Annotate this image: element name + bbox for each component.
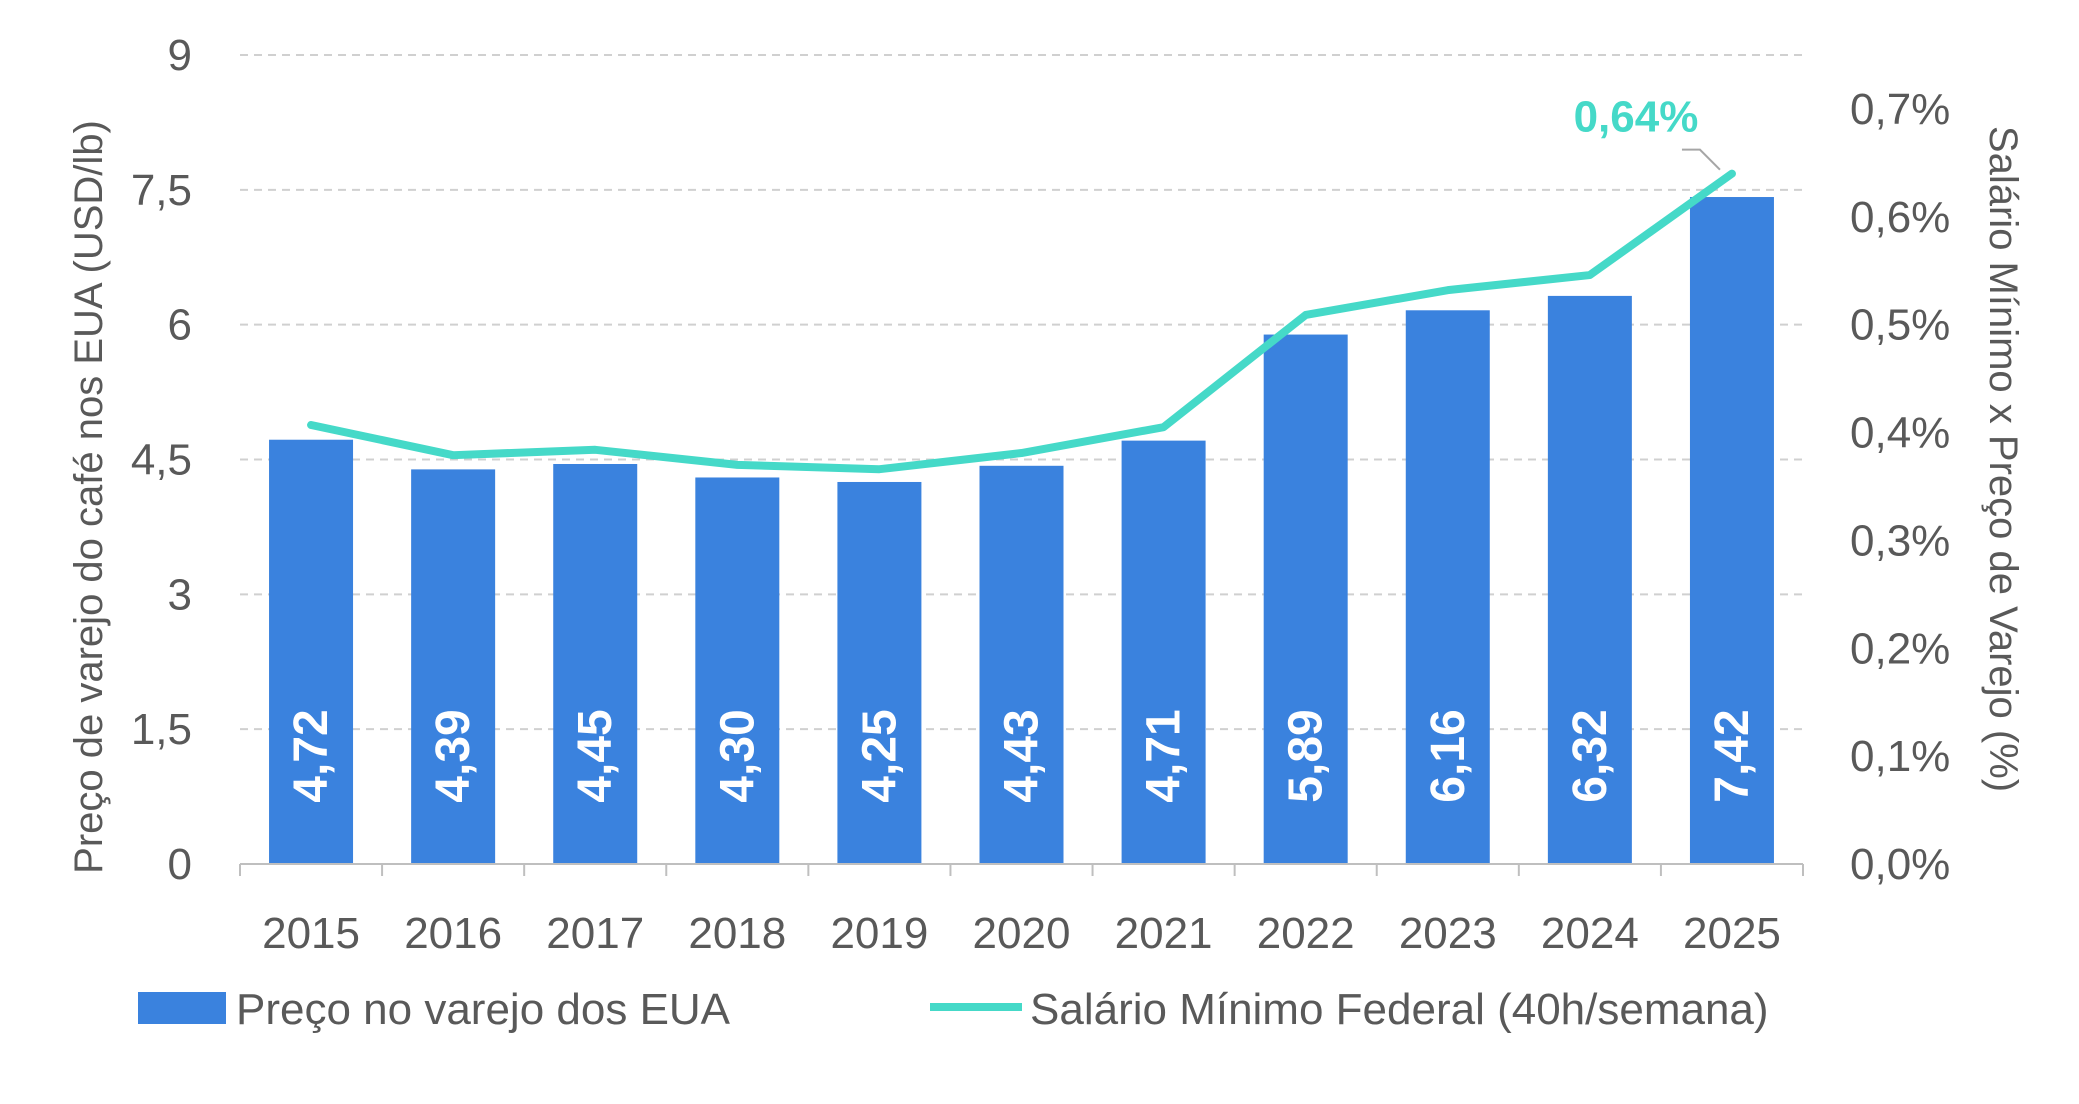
bar-2016: [411, 469, 496, 864]
x-axis-ticks: 2015 2016 2017 2018 2019 2020 2021 2022 2023 2024…: [262, 909, 1781, 958]
bar-2020: [979, 465, 1064, 864]
right-tick-label: 0,3%: [1850, 516, 1950, 565]
x-tick-label: 2018: [688, 909, 786, 958]
line-salario-minimo: [307, 169, 1736, 474]
right-axis-ticks: 0,0% 0,1% 0,2% 0,3% 0,4% 0,5% 0,6% 0,7%: [1850, 85, 1950, 889]
legend-label-bar: Preço no varejo dos EUA: [236, 985, 731, 1034]
gridlines: [240, 54, 1803, 731]
legend-swatch-bar: [138, 992, 226, 1024]
line-series: [307, 169, 1736, 474]
right-tick-label: 0,5%: [1850, 301, 1950, 350]
left-axis-ticks: 0 1,5 3 4,5 6 7,5 9: [131, 31, 192, 889]
bar-2018: [695, 477, 780, 864]
x-tick-label: 2017: [546, 909, 644, 958]
bar-data-label: 6,32: [1564, 709, 1617, 802]
bar-data-label: 5,89: [1280, 709, 1333, 802]
bar-2022: [1263, 334, 1348, 864]
left-tick-label: 4,5: [131, 436, 192, 485]
bar-2015: [269, 439, 354, 864]
bar-data-label: 4,45: [569, 709, 622, 802]
legend: Preço no varejo dos EUA Salário Mínimo F…: [138, 985, 1769, 1034]
bar-data-label: 4,72: [285, 709, 338, 802]
right-axis-title: Salário Mínimo x Preço de Varejo (%): [1981, 126, 2025, 792]
x-tick-label: 2020: [973, 909, 1071, 958]
bar-data-label: 4,25: [853, 709, 906, 802]
right-tick-label: 0,7%: [1850, 85, 1950, 134]
annotation-leader-line: [1681, 148, 1721, 171]
x-tick-label: 2025: [1683, 909, 1781, 958]
left-tick-label: 0: [168, 840, 192, 889]
bar-data-label: 4,71: [1138, 709, 1191, 802]
bar-2023: [1405, 310, 1490, 865]
bar-2019: [837, 481, 922, 864]
bar-data-labels: 4,72 4,39 4,45 4,30 4,25 4,43 4,71 5,89 6,16 6,32…: [285, 709, 1759, 802]
right-tick-label: 0,0%: [1850, 840, 1950, 889]
left-tick-label: 3: [168, 570, 192, 619]
left-tick-label: 6: [168, 301, 192, 350]
legend-label-line: Salário Mínimo Federal (40h/semana): [1030, 985, 1769, 1034]
bar-series: [269, 197, 1774, 865]
x-tick-label: 2021: [1115, 909, 1213, 958]
annotation-label: 0,64%: [1574, 93, 1699, 142]
axes: [239, 863, 1804, 876]
bar-data-label: 4,39: [427, 709, 480, 802]
left-axis-title: Preço de varejo do café nos EUA (USD/lb): [67, 120, 111, 874]
left-tick-label: 9: [168, 31, 192, 80]
x-tick-label: 2019: [830, 909, 928, 958]
bar-data-label: 7,42: [1706, 709, 1759, 802]
x-tick-label: 2022: [1257, 909, 1355, 958]
bar-2021: [1121, 440, 1206, 864]
bar-2025: [1689, 197, 1774, 865]
left-tick-label: 7,5: [131, 166, 192, 215]
right-tick-label: 0,6%: [1850, 193, 1950, 242]
x-tick-label: 2016: [404, 909, 502, 958]
right-tick-label: 0,1%: [1850, 732, 1950, 781]
x-tick-label: 2024: [1541, 909, 1639, 958]
bar-2017: [553, 463, 638, 864]
bar-data-label: 6,16: [1422, 709, 1475, 802]
right-tick-label: 0,4%: [1850, 409, 1950, 458]
annotation: 0,64%: [1574, 93, 1721, 171]
bar-data-label: 4,30: [711, 709, 764, 802]
x-tick-label: 2023: [1399, 909, 1497, 958]
left-tick-label: 1,5: [131, 705, 192, 754]
right-tick-label: 0,2%: [1850, 624, 1950, 673]
bar-2024: [1547, 295, 1632, 864]
x-tick-label: 2015: [262, 909, 360, 958]
bar-data-label: 4,43: [996, 709, 1049, 802]
